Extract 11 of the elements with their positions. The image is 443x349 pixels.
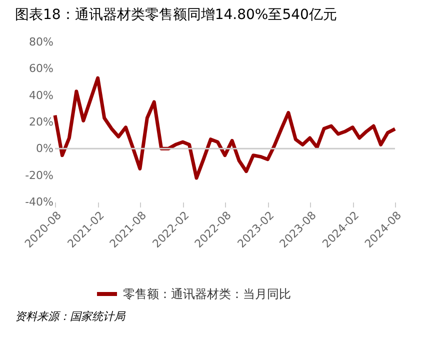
text: 资料来源：国家统计局 xyxy=(15,310,126,323)
y-tick-label: 0% xyxy=(36,142,54,156)
chart-title: 图表18：通讯器材类零售额同增14.80%至540亿元 xyxy=(15,7,337,23)
y-tick-label: -40% xyxy=(25,196,54,208)
y-tick-label: 60% xyxy=(29,62,54,76)
y-tick-label: 20% xyxy=(29,116,54,128)
y-tick-label: -20% xyxy=(25,168,54,182)
line-series xyxy=(53,76,397,180)
y-tick-label: 80% xyxy=(29,36,54,48)
y-tick-label: 40% xyxy=(29,88,54,102)
legend-label: 零售额：通讯器材类：当月同比 xyxy=(123,287,291,301)
